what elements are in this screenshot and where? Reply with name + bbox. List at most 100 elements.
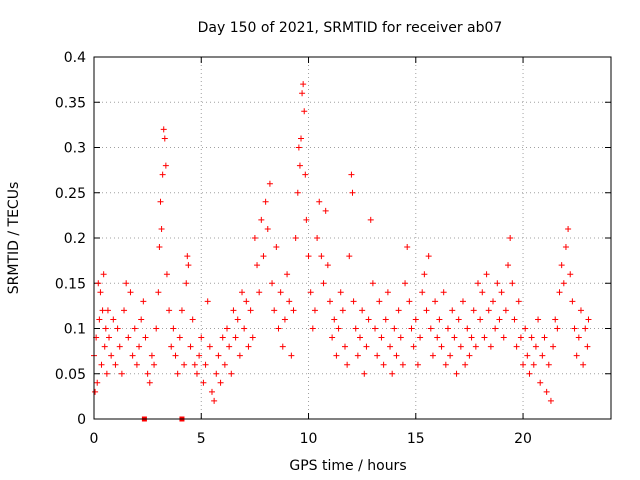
- data-point: [116, 343, 123, 350]
- data-point: [162, 162, 169, 169]
- data-point: [320, 280, 327, 287]
- data-point: [505, 262, 512, 269]
- data-point: [136, 343, 143, 350]
- data-point: [520, 361, 527, 368]
- chart-title: Day 150 of 2021, SRMTID for receiver ab0…: [198, 20, 503, 36]
- data-point: [444, 325, 451, 332]
- data-point: [108, 352, 115, 359]
- data-point: [217, 379, 224, 386]
- data-point: [344, 361, 351, 368]
- data-point: [161, 135, 168, 142]
- data-point: [202, 361, 209, 368]
- data-point: [144, 370, 151, 377]
- data-point: [279, 343, 286, 350]
- data-point: [436, 316, 443, 323]
- data-point: [245, 343, 252, 350]
- data-point: [292, 235, 299, 241]
- data-point: [311, 307, 318, 314]
- data-point: [191, 361, 198, 368]
- data-point: [384, 289, 391, 296]
- data-point: [438, 343, 445, 350]
- data-point: [558, 262, 565, 269]
- data-point: [346, 253, 353, 260]
- data-point: [114, 325, 121, 332]
- data-point: [372, 325, 379, 332]
- data-point: [511, 316, 518, 323]
- data-point: [513, 343, 520, 350]
- data-point: [412, 316, 419, 323]
- data-point: [337, 289, 344, 296]
- data-point: [560, 280, 567, 287]
- data-point: [146, 379, 153, 386]
- data-point: [462, 361, 469, 368]
- data-point: [490, 298, 497, 305]
- data-point: [547, 397, 554, 404]
- data-point: [174, 370, 181, 377]
- data-point: [453, 370, 460, 377]
- y-tick-label: 0.35: [55, 95, 86, 111]
- data-point: [389, 370, 396, 377]
- data-point: [316, 198, 323, 205]
- data-point: [277, 289, 284, 296]
- data-point: [121, 307, 128, 314]
- data-point: [374, 352, 381, 359]
- data-point: [543, 388, 550, 395]
- data-point: [507, 235, 514, 241]
- data-point: [517, 334, 524, 341]
- data-point: [206, 343, 213, 350]
- data-point: [298, 135, 305, 142]
- data-point: [333, 352, 340, 359]
- data-point: [299, 90, 306, 97]
- data-point: [361, 370, 368, 377]
- data-point: [526, 370, 533, 377]
- data-point: [176, 334, 183, 341]
- y-tick-label: 0: [77, 412, 86, 428]
- data-point: [307, 289, 314, 296]
- data-point: [224, 325, 231, 332]
- data-point: [295, 144, 302, 151]
- data-point: [395, 307, 402, 314]
- data-point: [472, 343, 479, 350]
- data-point: [309, 325, 316, 332]
- data-point: [95, 280, 102, 287]
- data-point: [406, 298, 413, 305]
- data-point: [496, 316, 503, 323]
- data-point: [228, 370, 235, 377]
- data-point: [348, 171, 355, 178]
- data-point: [148, 352, 155, 359]
- data-point: [98, 361, 105, 368]
- data-point: [470, 307, 477, 314]
- data-point: [331, 316, 338, 323]
- data-point: [318, 253, 325, 260]
- data-point: [187, 343, 194, 350]
- data-point: [260, 253, 267, 260]
- data-point: [359, 307, 366, 314]
- data-point: [567, 271, 574, 278]
- x-tick-label: 15: [407, 431, 425, 447]
- data-point: [138, 316, 145, 323]
- data-point: [427, 325, 434, 332]
- data-point: [324, 262, 331, 269]
- y-tick-label: 0.3: [64, 141, 86, 157]
- y-tick-label: 0.25: [55, 186, 86, 202]
- data-point: [554, 325, 561, 332]
- data-point: [419, 289, 426, 296]
- data-point: [550, 343, 557, 350]
- data-point: [100, 271, 107, 278]
- data-point: [352, 325, 359, 332]
- data-point: [414, 361, 421, 368]
- data-point: [211, 397, 218, 404]
- data-point: [382, 316, 389, 323]
- data-point: [498, 289, 505, 296]
- data-point: [133, 361, 140, 368]
- data-point: [539, 352, 546, 359]
- data-point: [365, 316, 372, 323]
- x-tick-label: 10: [300, 431, 318, 447]
- data-point: [230, 307, 237, 314]
- data-point: [569, 298, 576, 305]
- data-point: [530, 361, 537, 368]
- data-point: [288, 352, 295, 359]
- data-point: [464, 325, 471, 332]
- data-point: [305, 253, 312, 260]
- data-point: [378, 334, 385, 341]
